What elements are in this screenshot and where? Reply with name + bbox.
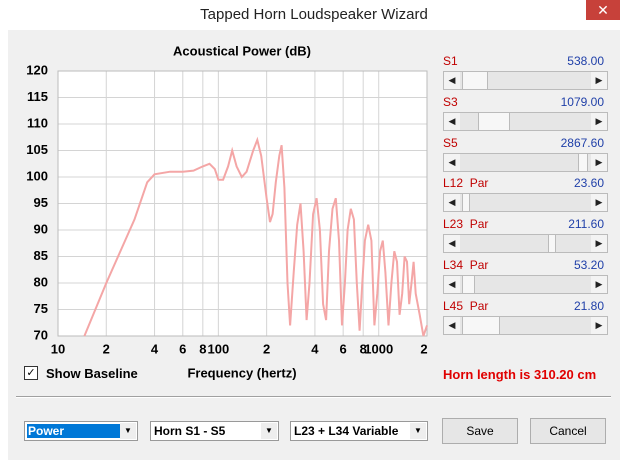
- x-tick-label: 100: [208, 341, 230, 356]
- cancel-button[interactable]: Cancel: [530, 418, 606, 444]
- window-title: Tapped Horn Loudspeaker Wizard: [200, 6, 428, 23]
- slider-value: 21.80: [573, 298, 604, 313]
- scroll-thumb[interactable]: [548, 235, 556, 253]
- x-tick-label: 2: [103, 341, 110, 356]
- scroll-right[interactable]: ▶: [591, 112, 607, 130]
- y-tick-label: 85: [34, 248, 48, 263]
- scroll-left[interactable]: ◀: [444, 235, 460, 253]
- combo-text: Power: [28, 424, 65, 438]
- scroll-left[interactable]: ◀: [444, 194, 460, 212]
- x-tick-label: 6: [340, 341, 347, 356]
- scrollbar[interactable]: ◀ ▶: [443, 111, 608, 131]
- y-tick-label: 120: [26, 62, 48, 77]
- y-tick-label: 70: [34, 327, 48, 342]
- scrollbar[interactable]: ◀ ▶: [443, 234, 608, 254]
- slider-label: L23 Par: [443, 217, 489, 232]
- scrollbar[interactable]: ◀ ▶: [443, 315, 608, 335]
- x-tick-label: 8: [199, 341, 206, 356]
- slider-label: L34 Par: [443, 258, 489, 272]
- separator: [16, 396, 611, 398]
- slider-value: 538.00: [567, 54, 604, 68]
- slider-value: 23.60: [573, 176, 604, 191]
- chart-title: Acoustical Power (dB): [173, 43, 311, 58]
- checkbox[interactable]: ✓: [24, 366, 38, 380]
- plot-frame: [57, 70, 428, 337]
- slider-label: L12 Par: [443, 176, 489, 191]
- y-tick-label: 80: [34, 274, 48, 289]
- scroll-right[interactable]: ▶: [591, 235, 607, 253]
- combo-text: Horn S1 - S5: [154, 424, 226, 438]
- y-tick-label: 75: [34, 301, 48, 316]
- slider-label: S1: [443, 54, 458, 68]
- chart: Acoustical Power (dB) Frequency (hertz) …: [26, 43, 428, 380]
- x-tick-label: 2: [263, 341, 270, 356]
- x-tick-label: 8: [360, 341, 367, 356]
- combo-mode[interactable]: Power ▼: [24, 421, 138, 441]
- scroll-left[interactable]: ◀: [444, 153, 460, 171]
- horn-length: Horn length is 310.20 cm: [443, 367, 597, 382]
- scroll-right[interactable]: ▶: [591, 276, 607, 293]
- scroll-right[interactable]: ▶: [591, 72, 607, 89]
- y-tick-label: 95: [34, 195, 48, 210]
- y-tick-label: 100: [26, 168, 48, 183]
- scrollbar[interactable]: ◀ ▶: [443, 71, 608, 90]
- scrollbar[interactable]: ◀ ▶: [443, 152, 608, 172]
- scrollbar[interactable]: ◀ ▶: [443, 275, 608, 294]
- x-tick-label: 10: [51, 341, 65, 356]
- scroll-left[interactable]: ◀: [444, 276, 460, 293]
- slider-value: 211.60: [568, 217, 604, 232]
- response-curve: [83, 136, 428, 337]
- slider-label: S3: [443, 94, 458, 109]
- x-axis-label: Frequency (hertz): [187, 365, 296, 380]
- checkbox-label[interactable]: Show Baseline: [46, 366, 138, 381]
- combo-variable[interactable]: L23 + L34 Variable ▼: [290, 421, 428, 441]
- x-tick-label: 4: [311, 341, 319, 356]
- y-tick-label: 115: [27, 89, 48, 104]
- scroll-thumb[interactable]: [478, 112, 510, 130]
- y-tick-label: 110: [27, 115, 48, 130]
- scroll-left[interactable]: ◀: [444, 316, 460, 334]
- slider-value: 1079.00: [560, 94, 604, 109]
- scroll-left[interactable]: ◀: [444, 72, 460, 89]
- x-tick-label: 6: [179, 341, 186, 356]
- scroll-right[interactable]: ▶: [591, 153, 607, 171]
- scroll-thumb[interactable]: [462, 72, 488, 89]
- y-tick-label: 105: [26, 142, 48, 157]
- close-button[interactable]: ✕: [586, 0, 620, 20]
- combo-horn[interactable]: Horn S1 - S5 ▼: [150, 421, 279, 441]
- save-button[interactable]: Save: [442, 418, 518, 444]
- scroll-thumb[interactable]: [462, 316, 500, 334]
- scroll-thumb[interactable]: [462, 194, 470, 212]
- combo-text: L23 + L34 Variable: [294, 424, 399, 438]
- x-tick-label: 4: [151, 341, 159, 356]
- scrollbar[interactable]: ◀ ▶: [443, 193, 608, 213]
- slider-label: S5: [443, 135, 458, 150]
- x-tick-label: 2: [420, 341, 427, 356]
- scroll-thumb[interactable]: [462, 276, 475, 293]
- scroll-thumb[interactable]: [578, 153, 588, 171]
- slider-value: 53.20: [573, 258, 604, 272]
- slider-value: 2867.60: [560, 135, 604, 150]
- x-tick-label: 1000: [364, 341, 393, 356]
- y-tick-label: 90: [34, 221, 48, 236]
- scroll-right[interactable]: ▶: [591, 194, 607, 212]
- slider-label: L45 Par: [443, 298, 489, 313]
- scroll-left[interactable]: ◀: [444, 112, 460, 130]
- scroll-right[interactable]: ▶: [591, 316, 607, 334]
